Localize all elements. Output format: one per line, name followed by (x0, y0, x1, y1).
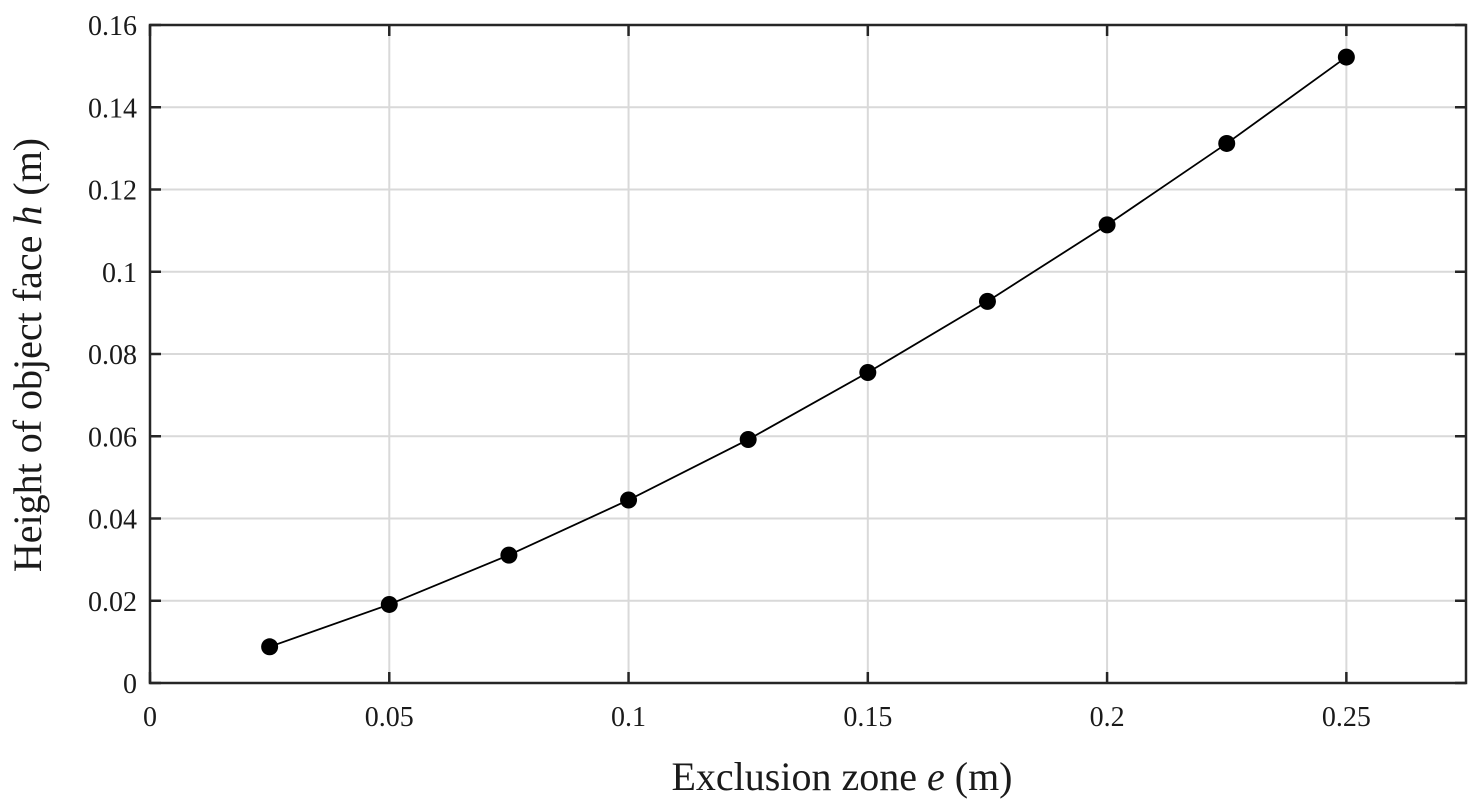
y-tick-label: 0.04 (88, 505, 137, 536)
data-point-6 (978, 292, 996, 310)
data-point-9 (1337, 48, 1355, 66)
data-layer (261, 48, 1355, 656)
x-tick-label: 0.2 (1090, 702, 1125, 733)
x-tick-label: 0.1 (611, 702, 646, 733)
label-layer: Exclusion zone e (m) Height of object fa… (5, 138, 1013, 799)
y-axis-label-suffix: (m) (5, 138, 50, 206)
data-point-4 (739, 431, 757, 449)
y-tick-label: 0.02 (88, 587, 137, 618)
x-tick-label: 0.05 (365, 702, 414, 733)
y-tick-label: 0 (123, 669, 137, 700)
x-axis-label-suffix: (m) (945, 754, 1013, 799)
y-tick-label: 0.1 (102, 258, 137, 289)
y-axis-label-prefix: Height of object face (5, 226, 50, 573)
data-point-5 (859, 364, 877, 382)
data-point-0 (261, 638, 279, 656)
x-axis-label-prefix: Exclusion zone (671, 754, 927, 799)
y-tick-label: 0.12 (88, 176, 137, 207)
x-tick-label: 0.15 (843, 702, 892, 733)
y-tick-label: 0.14 (88, 93, 137, 124)
tick-layer: 0 0.05 0.1 0.15 0.2 0.25 0 0.02 0.04 0.06 0.08 0.1 0… (88, 11, 1466, 733)
y-tick-label: 0.06 (88, 422, 137, 453)
data-point-2 (500, 546, 518, 564)
x-tick-label: 0 (143, 702, 157, 733)
data-point-3 (620, 491, 638, 509)
x-tick-label: 0.25 (1322, 702, 1371, 733)
data-point-8 (1218, 134, 1236, 152)
y-axis-label: Height of object face h (m) (5, 138, 50, 572)
y-tick-label: 0.16 (88, 11, 137, 42)
grid-layer (150, 25, 1466, 683)
x-axis-label: Exclusion zone e (m) (671, 754, 1012, 799)
series-line-0 (269, 56, 1347, 648)
data-point-1 (380, 595, 398, 613)
y-axis-label-variable: h (5, 206, 50, 226)
y-tick-label: 0.08 (88, 340, 137, 371)
x-axis-label-variable: e (927, 754, 945, 799)
data-point-7 (1098, 216, 1116, 234)
